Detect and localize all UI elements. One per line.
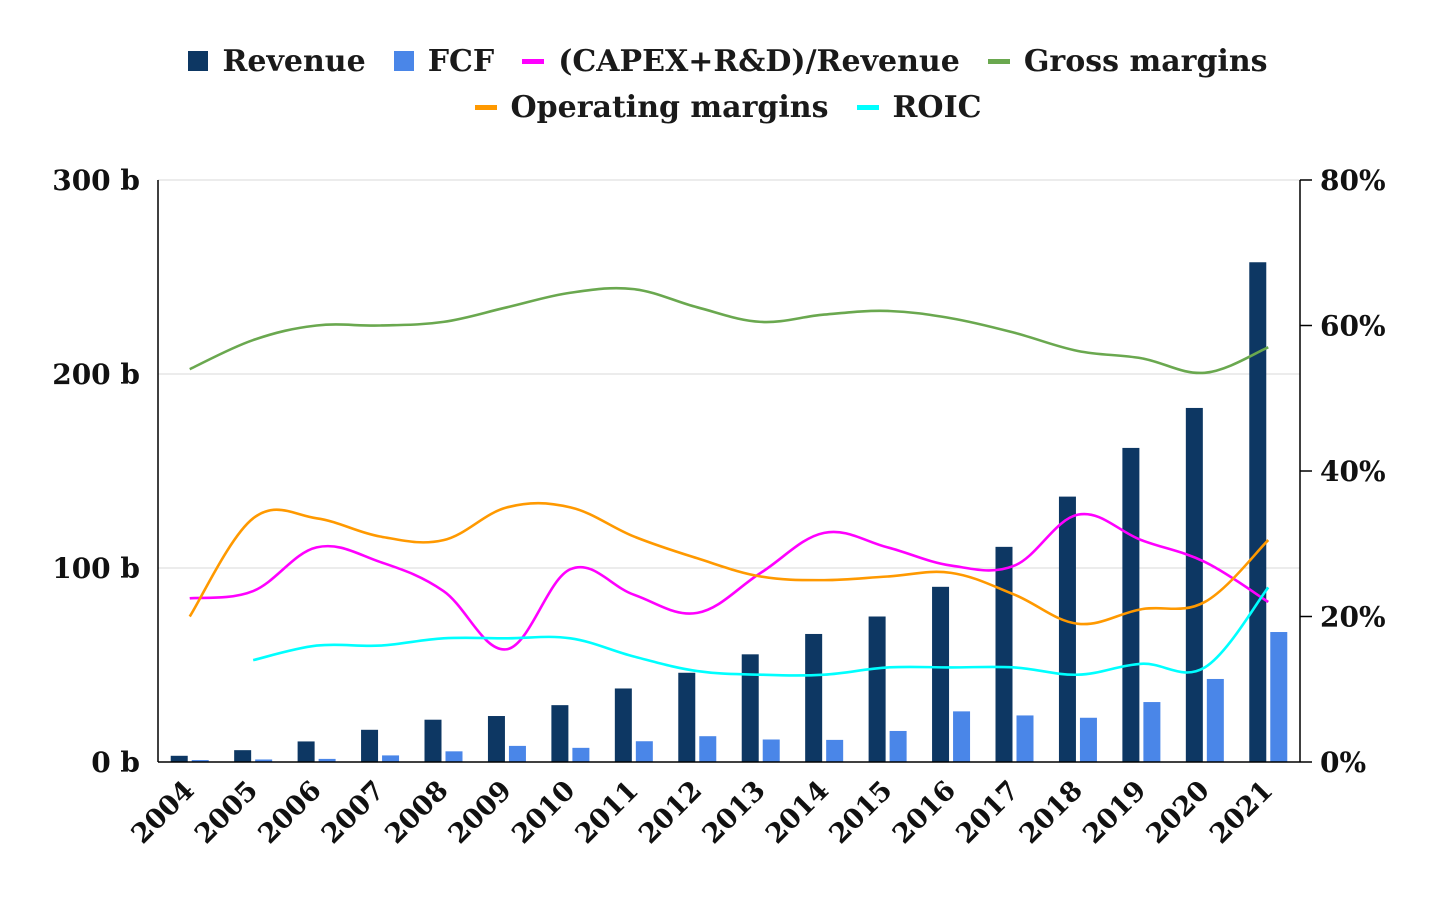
bar-revenue-2020 (1185, 407, 1203, 762)
x-tick-label-2020: 2020 (1141, 775, 1216, 850)
x-tick-label-2006: 2006 (252, 775, 327, 850)
x-tick-label-2014: 2014 (760, 775, 835, 850)
legend-row-2: Operating margins ROIC (0, 84, 1456, 130)
bar-fcf-2008 (445, 751, 463, 762)
x-tick-label-2017: 2017 (950, 775, 1025, 850)
x-tick-label-2007: 2007 (316, 775, 391, 850)
x-tick-label-2005: 2005 (189, 775, 264, 850)
x-tick-label-2012: 2012 (633, 775, 708, 850)
bar-revenue-2015 (868, 616, 886, 762)
bar-fcf-2021 (1270, 632, 1288, 762)
bar-revenue-2013 (741, 654, 759, 762)
left-tick-label: 200 b (52, 358, 140, 391)
x-tick-label-2010: 2010 (506, 775, 581, 850)
legend-item-gross-margins: Gross margins (987, 43, 1268, 79)
legend-swatch-roic (856, 104, 879, 110)
bar-fcf-2015 (889, 730, 907, 762)
legend-label-gross-margins: Gross margins (1023, 43, 1268, 79)
bar-fcf-2020 (1206, 678, 1224, 762)
right-tick-label: 0% (1320, 746, 1366, 779)
x-tick-label-2013: 2013 (697, 775, 772, 850)
x-tick-label-2008: 2008 (379, 775, 454, 850)
legend-swatch-operating-margins (474, 104, 497, 110)
legend-label-revenue: Revenue (222, 43, 366, 79)
left-tick-label: 300 b (52, 164, 140, 197)
bar-revenue-2006 (297, 741, 315, 762)
right-tick-label: 80% (1320, 164, 1386, 197)
legend-item-operating-margins: Operating margins (474, 89, 829, 125)
line-roic (252, 586, 1270, 677)
x-tick-label-2016: 2016 (887, 775, 962, 850)
x-tick-label-2009: 2009 (443, 775, 518, 850)
bar-fcf-2012 (699, 736, 717, 762)
bar-revenue-2011 (614, 688, 632, 762)
bar-fcf-2014 (826, 739, 844, 762)
bar-fcf-2016 (953, 711, 971, 762)
legend-label-operating-margins: Operating margins (510, 89, 829, 125)
bar-fcf-2017 (1016, 715, 1034, 762)
bar-fcf-2009 (508, 745, 526, 762)
x-tick-label-2004: 2004 (126, 775, 201, 850)
right-tick-label: 40% (1320, 455, 1386, 488)
x-tick-label-2018: 2018 (1014, 775, 1089, 850)
bar-revenue-2019 (1122, 447, 1140, 762)
legend-item-fcf: FCF (393, 43, 495, 79)
legend-item-capex-rd: (CAPEX+R&D)/Revenue (522, 44, 960, 79)
bar-fcf-2007 (382, 755, 400, 762)
bar-revenue-2017 (995, 546, 1013, 762)
bar-fcf-2006 (318, 758, 336, 762)
bar-revenue-2007 (361, 729, 379, 762)
x-tick-label-2015: 2015 (823, 775, 898, 850)
labels-group: 0 b 100 b 200 b 300 b 0% 20% 40% 60% 80% 20042005… (52, 164, 1385, 850)
bar-revenue-2016 (932, 586, 950, 762)
legend-swatch-gross-margins (987, 58, 1010, 64)
bar-revenue-2018 (1058, 496, 1076, 762)
bar-revenue-2010 (551, 705, 569, 762)
bar-fcf-2018 (1079, 717, 1097, 762)
x-tick-label-2011: 2011 (570, 775, 645, 850)
bar-revenue-2004 (170, 755, 188, 762)
line-operating-margins (188, 501, 1270, 626)
x-tick-label-2021: 2021 (1204, 775, 1279, 850)
chart-legend: Revenue FCF (CAPEX+R&D)/Revenue Gross ma… (0, 38, 1456, 130)
bar-fcf-2011 (635, 741, 653, 762)
legend-swatch-fcf (393, 51, 414, 71)
legend-swatch-revenue (188, 51, 209, 71)
bar-fcf-2019 (1143, 702, 1161, 762)
bar-fcf-2013 (762, 739, 780, 762)
left-tick-label: 100 b (52, 552, 140, 585)
legend-label-capex-rd: (CAPEX+R&D)/Revenue (558, 43, 960, 79)
bar-fcf-2005 (255, 759, 273, 762)
legend-row-1: Revenue FCF (CAPEX+R&D)/Revenue Gross ma… (0, 38, 1456, 84)
right-tick-label: 20% (1320, 601, 1386, 634)
legend-item-revenue: Revenue (188, 43, 366, 79)
bar-fcf-2010 (572, 747, 590, 762)
x-tick-label-2019: 2019 (1077, 775, 1152, 850)
bar-revenue-2012 (678, 672, 696, 762)
lines-group (188, 286, 1270, 677)
bar-revenue-2008 (424, 719, 442, 762)
line-gross-margins (189, 286, 1269, 375)
bar-revenue-2009 (487, 716, 505, 762)
axes-group (157, 179, 1312, 763)
legend-item-roic: ROIC (856, 89, 982, 125)
line--capex-r-d-revenue (189, 512, 1269, 651)
bar-revenue-2014 (805, 633, 823, 762)
legend-label-roic: ROIC (892, 89, 982, 125)
legend-label-fcf: FCF (427, 43, 495, 79)
bar-fcf-2004 (191, 760, 209, 762)
bars-group (170, 262, 1288, 762)
bar-revenue-2005 (234, 750, 252, 762)
left-tick-label: 0 b (91, 746, 140, 779)
right-tick-label: 60% (1320, 310, 1386, 343)
bar-revenue-2021 (1249, 262, 1267, 762)
legend-swatch-capex-rd (522, 58, 545, 64)
